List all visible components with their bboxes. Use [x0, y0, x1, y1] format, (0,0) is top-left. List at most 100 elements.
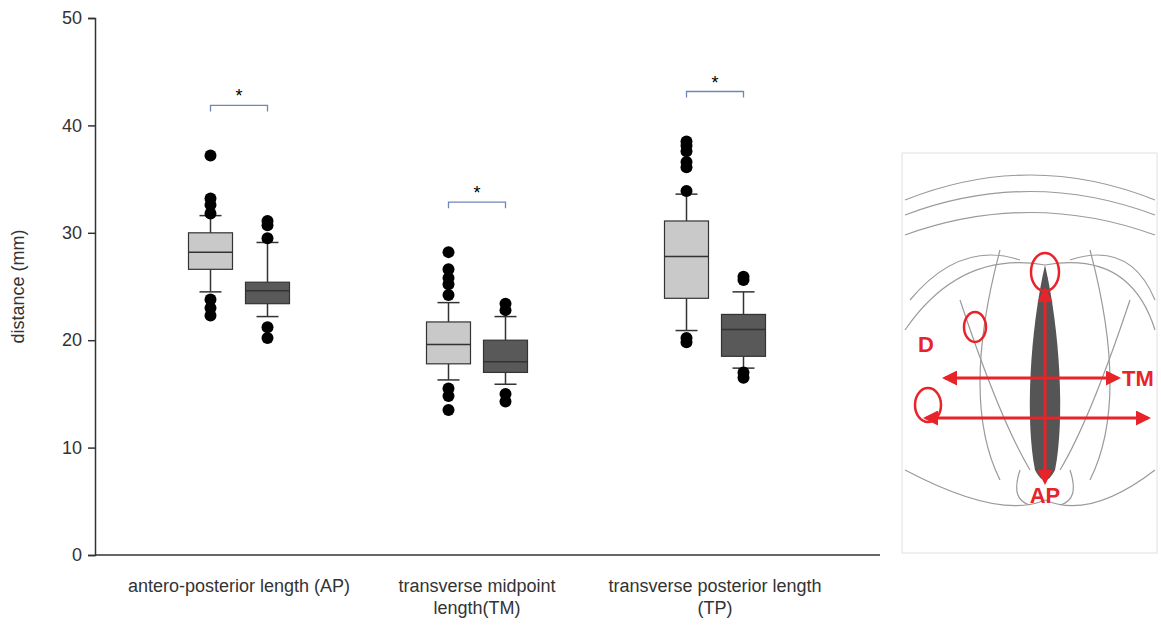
- diagram-label: AP: [1030, 483, 1061, 508]
- tp-arrow: [926, 417, 1148, 420]
- outlier: [262, 219, 274, 231]
- box: [427, 246, 471, 416]
- y-tick: 10: [62, 438, 95, 458]
- outlier: [443, 289, 455, 301]
- plot-area: [189, 136, 766, 417]
- median: [427, 344, 471, 346]
- anatomy-line: [1070, 255, 1155, 300]
- significance-label: *: [473, 183, 480, 203]
- lower-whisker: [267, 304, 269, 317]
- outlier: [681, 161, 693, 173]
- diagram-label: D: [918, 332, 934, 357]
- lower-whisker-cap: [200, 291, 222, 293]
- diagram-label: TM: [1122, 366, 1154, 391]
- lower-whisker-cap: [676, 330, 698, 332]
- box-body: [189, 233, 233, 270]
- anatomy-line: [905, 175, 1155, 200]
- lower-whisker: [448, 364, 450, 380]
- y-tick-mark: [88, 340, 95, 342]
- y-tick-label: 0: [72, 545, 82, 565]
- y-axis-line: [88, 19, 96, 556]
- y-tick-label: 50: [62, 8, 82, 28]
- y-tick: 50: [62, 8, 95, 28]
- box: [665, 136, 709, 349]
- median: [722, 329, 766, 331]
- y-tick-label: 30: [62, 223, 82, 243]
- y-tick: 0: [72, 545, 95, 565]
- significance-label: *: [711, 73, 718, 93]
- y-tick-label: 10: [62, 438, 82, 458]
- landmark-circle: [915, 388, 941, 422]
- outlier: [500, 304, 512, 316]
- median: [665, 256, 709, 258]
- y-tick-mark: [88, 125, 95, 127]
- outlier: [443, 404, 455, 416]
- y-tick-mark: [88, 233, 95, 235]
- anatomy-line: [905, 192, 1155, 216]
- x-tick: transverse posterior length(TP): [608, 576, 821, 619]
- lower-whisker: [505, 372, 507, 384]
- anatomy-line: [960, 300, 1030, 470]
- outlier: [262, 332, 274, 344]
- tm-arrow: [945, 377, 1118, 380]
- outlier: [205, 207, 217, 219]
- anatomy-line: [905, 213, 1155, 236]
- y-tick-mark: [88, 447, 95, 449]
- outlier: [681, 145, 693, 157]
- landmark-circle: [1031, 253, 1059, 291]
- box: [484, 298, 528, 408]
- diagram-frame: [902, 153, 1157, 553]
- x-tick: transverse midpointlength(TM): [398, 576, 555, 619]
- box-body: [427, 322, 471, 364]
- lower-whisker: [686, 298, 688, 330]
- x-tick-label: transverse midpointlength(TM): [398, 576, 555, 619]
- lower-whisker-cap: [495, 383, 517, 385]
- landmark-circle: [964, 312, 986, 342]
- upper-whisker: [505, 317, 507, 341]
- lower-whisker: [743, 356, 745, 368]
- outlier: [443, 278, 455, 290]
- upper-whisker-cap: [733, 291, 755, 293]
- y-axis: 0 10 20 30 40 50: [62, 8, 96, 565]
- outlier: [205, 309, 217, 321]
- lower-whisker-cap: [438, 379, 460, 381]
- x-tick-label: transverse posterior length(TP): [608, 576, 821, 619]
- outlier: [443, 246, 455, 258]
- x-tick-label: antero-posterior length (AP): [128, 576, 350, 596]
- box: [246, 215, 290, 344]
- outlier: [738, 372, 750, 384]
- upper-whisker-cap: [438, 302, 460, 304]
- box: [722, 271, 766, 384]
- outlier: [681, 336, 693, 348]
- y-tick-mark: [88, 18, 95, 20]
- anatomy-line: [910, 255, 1020, 300]
- box-body: [722, 314, 766, 356]
- median: [189, 251, 233, 253]
- lower-whisker-cap: [257, 316, 279, 318]
- chart: 01020304050distance (mm)antero-posterior…: [0, 0, 1161, 634]
- box: [189, 149, 233, 321]
- outlier: [205, 149, 217, 161]
- box-body: [665, 221, 709, 298]
- upper-whisker: [267, 242, 269, 282]
- significance-label: *: [235, 86, 242, 106]
- outlier: [443, 390, 455, 402]
- y-tick-label: 20: [62, 330, 82, 350]
- outlier: [262, 321, 274, 333]
- median: [484, 361, 528, 363]
- y-tick-label: 40: [62, 116, 82, 136]
- y-tick: 30: [62, 223, 95, 243]
- outlier: [738, 274, 750, 286]
- x-axis-line: [95, 554, 880, 556]
- y-tick-mark: [88, 555, 95, 557]
- x-tick: antero-posterior length (AP): [128, 576, 350, 596]
- box-body: [246, 282, 290, 303]
- outlier: [500, 395, 512, 407]
- ap-arrow: [1044, 290, 1047, 482]
- median: [246, 290, 290, 292]
- outlier: [681, 185, 693, 197]
- anatomy-line: [1060, 300, 1130, 470]
- upper-whisker: [686, 194, 688, 221]
- outlier: [262, 232, 274, 244]
- y-tick: 40: [62, 116, 95, 136]
